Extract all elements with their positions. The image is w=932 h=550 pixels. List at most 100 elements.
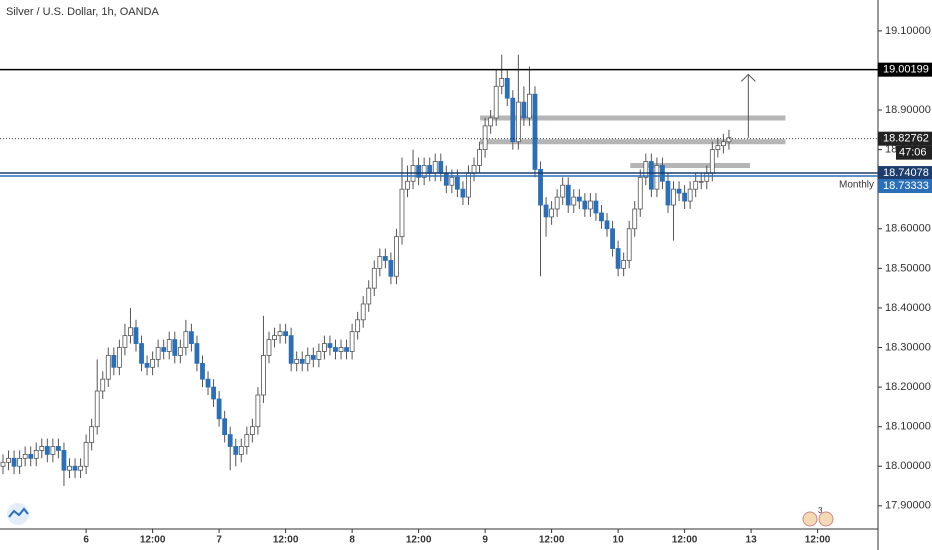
price-tag	[878, 131, 932, 146]
candle-body	[194, 343, 200, 364]
candle-body	[371, 267, 377, 289]
candle-body	[322, 343, 327, 352]
candle-body	[89, 426, 95, 443]
candle-body	[316, 351, 322, 360]
candle-body	[277, 331, 283, 337]
candle-body	[50, 446, 56, 455]
candle-body	[28, 453, 34, 459]
candle-body	[610, 228, 615, 249]
candle-body	[632, 208, 638, 230]
candle-body	[338, 347, 344, 352]
y-tick-label: 18.00000	[885, 460, 931, 472]
candle-body	[360, 303, 366, 321]
candle-body	[510, 97, 516, 143]
candle-body	[155, 347, 161, 360]
candle-body	[255, 394, 261, 428]
candle-body	[83, 442, 89, 467]
candle-body	[582, 200, 588, 210]
candle-body	[216, 398, 222, 420]
x-tick-label: 6	[83, 535, 89, 546]
price-tag	[878, 179, 932, 194]
candle-body	[477, 149, 482, 166]
candle-body	[438, 161, 444, 174]
candle-body	[709, 149, 715, 174]
candle-body	[333, 347, 338, 352]
candle-body	[720, 141, 726, 147]
candle-body	[405, 180, 410, 190]
y-tick-label: 17.90000	[885, 500, 931, 512]
candle-body	[183, 331, 189, 348]
candle-body	[665, 180, 671, 206]
candle-body	[521, 101, 527, 119]
x-tick-label: 8	[349, 535, 355, 546]
candle-body	[471, 165, 477, 174]
candle-body	[133, 327, 139, 344]
candle-body	[394, 236, 399, 277]
candle-body	[698, 180, 704, 183]
candle-body	[527, 93, 532, 119]
candle-body	[200, 362, 205, 380]
candle-body	[654, 165, 660, 190]
candle-body	[266, 339, 272, 356]
candle-body	[615, 248, 621, 269]
candle-body	[128, 327, 133, 337]
level-annotation: Monthly	[839, 180, 874, 191]
candle-body	[72, 465, 78, 471]
candle-body	[482, 125, 488, 151]
candle-body	[139, 343, 144, 364]
logo	[7, 503, 29, 525]
candle-body	[388, 260, 394, 277]
candle-body	[676, 188, 682, 194]
candle-body	[105, 355, 111, 380]
candle-body	[549, 208, 555, 218]
candle-body	[421, 165, 427, 178]
candle-body	[56, 446, 61, 451]
candle-body	[726, 137, 732, 143]
candle-body	[355, 319, 361, 333]
candle-body	[626, 228, 632, 261]
candle-body	[382, 256, 388, 261]
candle-body	[637, 176, 643, 210]
candle-body	[349, 331, 355, 352]
candle-body	[166, 339, 172, 352]
candle-body	[599, 212, 604, 222]
candle-body	[261, 355, 266, 396]
candle-body	[144, 362, 150, 368]
y-tick-label: 18.60000	[885, 223, 931, 235]
candle-body	[211, 386, 216, 400]
candle-body	[687, 188, 693, 202]
candle-body	[272, 335, 277, 340]
candle-body	[593, 200, 599, 214]
candle-body	[554, 196, 560, 210]
price-tag-label: 18.73333	[883, 180, 929, 192]
candle-body	[189, 331, 194, 344]
candle-body	[560, 184, 566, 198]
candle-body	[704, 172, 710, 182]
candle-body	[299, 358, 305, 364]
candle-body	[222, 418, 228, 435]
candle-body	[488, 117, 494, 127]
price-tag	[878, 166, 932, 181]
candle-body	[538, 169, 543, 206]
candle-body	[61, 450, 67, 471]
y-tick-label: 18.90000	[885, 104, 931, 116]
candle-body	[6, 457, 11, 463]
candle-body	[11, 457, 17, 467]
candle-body	[416, 165, 422, 178]
candle-body	[310, 355, 316, 360]
price-tag-label: 18.74078	[883, 167, 929, 179]
price-tag	[878, 62, 932, 77]
candle-body	[78, 465, 83, 471]
chart-title: Silver / U.S. Dollar, 1h, OANDA	[6, 6, 159, 18]
candle-body	[288, 335, 294, 364]
countdown-tag	[896, 145, 932, 160]
x-tick-label: 13	[746, 535, 758, 546]
candle-body	[460, 188, 466, 198]
candle-body	[111, 355, 117, 368]
x-tick-label: 12:00	[406, 535, 432, 546]
candle-body	[249, 426, 255, 435]
y-tick-label: 18.50000	[885, 262, 931, 274]
candle-body	[33, 450, 39, 459]
